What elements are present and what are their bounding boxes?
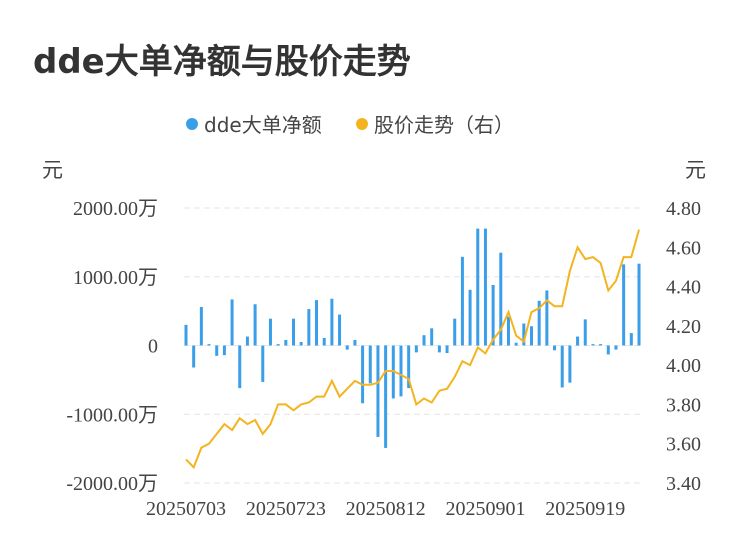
left-tick-label: 2000.00万	[73, 198, 158, 220]
right-tick-label: 3.80	[666, 394, 701, 416]
left-axis-unit: 元	[42, 158, 63, 182]
bar[interactable]	[291, 318, 295, 346]
bar[interactable]	[276, 344, 280, 346]
bar[interactable]	[261, 345, 265, 382]
legend-marker-line	[356, 118, 368, 130]
bar[interactable]	[553, 345, 557, 351]
bar[interactable]	[345, 345, 349, 350]
right-tick-label: 4.00	[666, 355, 701, 377]
left-tick-label: -2000.00万	[66, 473, 158, 495]
right-tick-label: 3.60	[666, 434, 701, 456]
bar[interactable]	[437, 345, 441, 353]
bar[interactable]	[499, 252, 503, 346]
right-tick-label: 4.20	[666, 316, 701, 338]
bar[interactable]	[530, 326, 534, 346]
left-tick-label: -1000.00万	[66, 404, 158, 426]
bar[interactable]	[583, 319, 587, 346]
bar[interactable]	[614, 345, 618, 350]
x-tick-label: 20250812	[346, 498, 426, 520]
bar[interactable]	[430, 328, 434, 346]
bar[interactable]	[522, 323, 526, 346]
bar[interactable]	[591, 344, 595, 346]
left-tick-label: 1000.00万	[73, 267, 158, 289]
bar[interactable]	[399, 345, 403, 397]
bar[interactable]	[407, 345, 411, 389]
bar[interactable]	[284, 340, 288, 346]
right-tick-label: 4.60	[666, 237, 701, 259]
bar[interactable]	[299, 342, 303, 346]
x-tick-label: 20250919	[545, 498, 625, 520]
bar[interactable]	[268, 318, 272, 346]
bar[interactable]	[460, 256, 464, 346]
bar[interactable]	[230, 299, 234, 346]
bar[interactable]	[576, 336, 580, 346]
bar[interactable]	[338, 314, 342, 346]
bar[interactable]	[491, 285, 495, 346]
bar[interactable]	[545, 290, 549, 346]
bar[interactable]	[215, 345, 219, 356]
bar[interactable]	[361, 345, 365, 404]
legend-label-line[interactable]: 股价走势（右）	[374, 113, 514, 137]
bar[interactable]	[483, 228, 487, 346]
bar[interactable]	[307, 309, 311, 346]
bar[interactable]	[606, 345, 610, 355]
bar[interactable]	[199, 307, 203, 346]
bar[interactable]	[222, 345, 226, 356]
bar[interactable]	[445, 345, 449, 354]
bar[interactable]	[330, 298, 334, 346]
price-line	[185, 229, 640, 470]
left-tick-label: 0	[148, 336, 158, 358]
right-tick-label: 3.40	[666, 473, 701, 495]
bar[interactable]	[353, 340, 357, 346]
bar[interactable]	[414, 345, 418, 353]
bar[interactable]	[622, 264, 626, 346]
bar[interactable]	[568, 345, 572, 383]
bar[interactable]	[537, 300, 541, 346]
bar[interactable]	[245, 336, 249, 346]
bar[interactable]	[422, 335, 426, 346]
right-axis: 4.80 4.60 4.40 4.20 4.00 3.80 3.60 3.40	[666, 198, 701, 495]
legend-label-bars[interactable]: dde大单净额	[204, 113, 322, 137]
x-tick-label: 20250703	[146, 498, 226, 520]
bar[interactable]	[506, 316, 510, 346]
bar[interactable]	[599, 344, 603, 346]
legend-marker-bars	[186, 118, 198, 130]
bar[interactable]	[184, 324, 188, 346]
bar[interactable]	[238, 345, 242, 389]
bar[interactable]	[207, 344, 211, 346]
gridlines	[184, 207, 641, 484]
bar[interactable]	[629, 333, 633, 346]
right-axis-unit: 元	[685, 158, 706, 182]
left-axis: 2000.00万 1000.00万 0 -1000.00万 -2000.00万	[66, 198, 158, 495]
bar[interactable]	[192, 345, 196, 368]
bar[interactable]	[368, 345, 372, 384]
x-tick-label: 20250723	[246, 498, 326, 520]
bar[interactable]	[253, 304, 257, 346]
bar[interactable]	[476, 228, 480, 346]
x-axis: 20250703 20250723 20250812 20250901 20250919	[146, 498, 625, 520]
bar[interactable]	[315, 300, 319, 346]
right-tick-label: 4.40	[666, 277, 701, 299]
bar[interactable]	[322, 337, 326, 346]
chart-title: dde大单净额与股价走势	[33, 42, 411, 82]
bar[interactable]	[453, 318, 457, 346]
bar[interactable]	[384, 345, 388, 448]
bar[interactable]	[637, 263, 641, 346]
right-tick-label: 4.80	[666, 198, 701, 220]
bar[interactable]	[376, 345, 380, 437]
x-tick-label: 20250901	[445, 498, 525, 520]
bar[interactable]	[468, 289, 472, 346]
bar[interactable]	[514, 342, 518, 346]
legend: dde大单净额 股价走势（右）	[186, 113, 514, 137]
bar[interactable]	[560, 345, 564, 388]
